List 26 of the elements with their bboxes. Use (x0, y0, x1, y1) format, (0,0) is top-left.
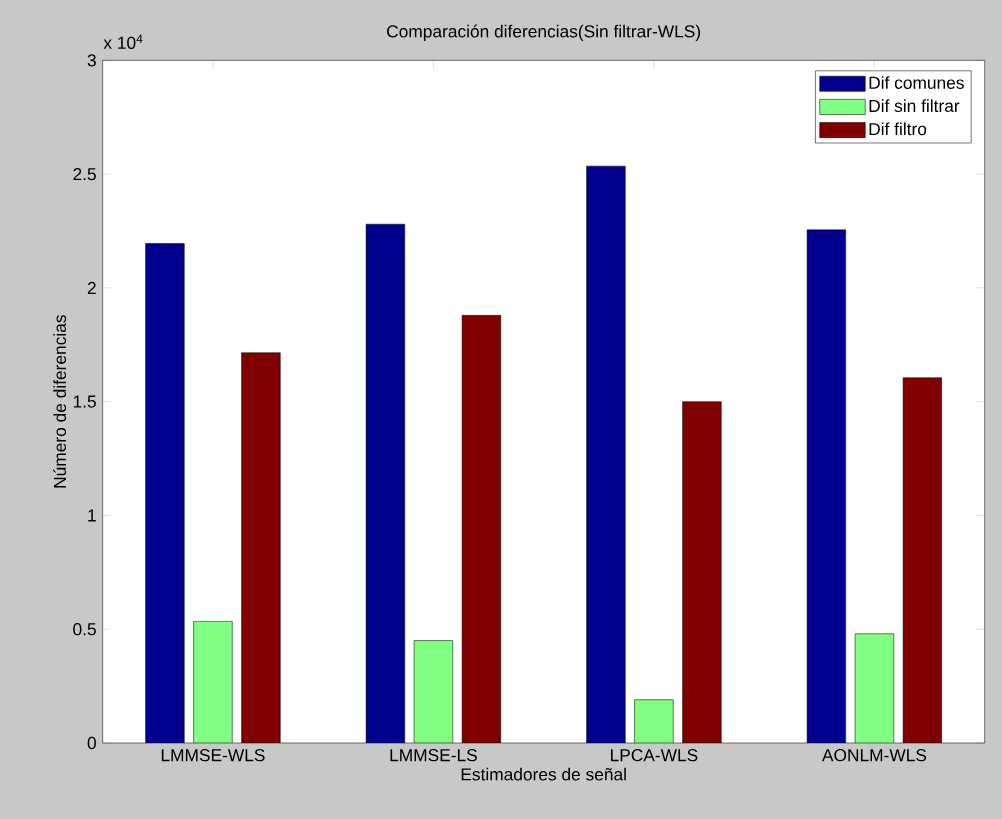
y-tick-label: 0.5 (73, 623, 96, 636)
bar (634, 699, 674, 743)
x-tick-label: LMMSE-LS (390, 749, 477, 762)
legend-label: Dif filtro (869, 122, 927, 136)
x-axis-title: Estimadores de señal (461, 767, 626, 781)
y-tick-label: 3 (87, 54, 96, 67)
bar (806, 229, 847, 743)
x-tick-label: LMMSE-WLS (161, 749, 265, 762)
bar (145, 243, 185, 743)
text: x 10$^{4}$ (103, 34, 143, 49)
y-tick-label: 1.5 (73, 395, 96, 408)
y-tick-label: 1 (88, 509, 96, 522)
y-tick-label: 2.5 (73, 167, 96, 181)
bar (586, 165, 626, 743)
bar (193, 620, 233, 743)
y-tick-label: 0 (87, 736, 96, 750)
x-tick-label: LPCA-WLS (611, 749, 698, 762)
y-axis-title: Número de diferencias (53, 315, 67, 488)
legend-label: Dif sin filtrar (869, 99, 960, 113)
bar (413, 640, 454, 743)
bar (365, 223, 406, 743)
chart-title: Comparación diferencias(Sin filtrar-WLS) (387, 24, 701, 41)
y-tick-label: 2 (87, 281, 96, 294)
bar (854, 633, 895, 743)
legend-label: Dif comunes (869, 76, 964, 89)
x-tick-label: AONLM-WLS (821, 749, 927, 762)
